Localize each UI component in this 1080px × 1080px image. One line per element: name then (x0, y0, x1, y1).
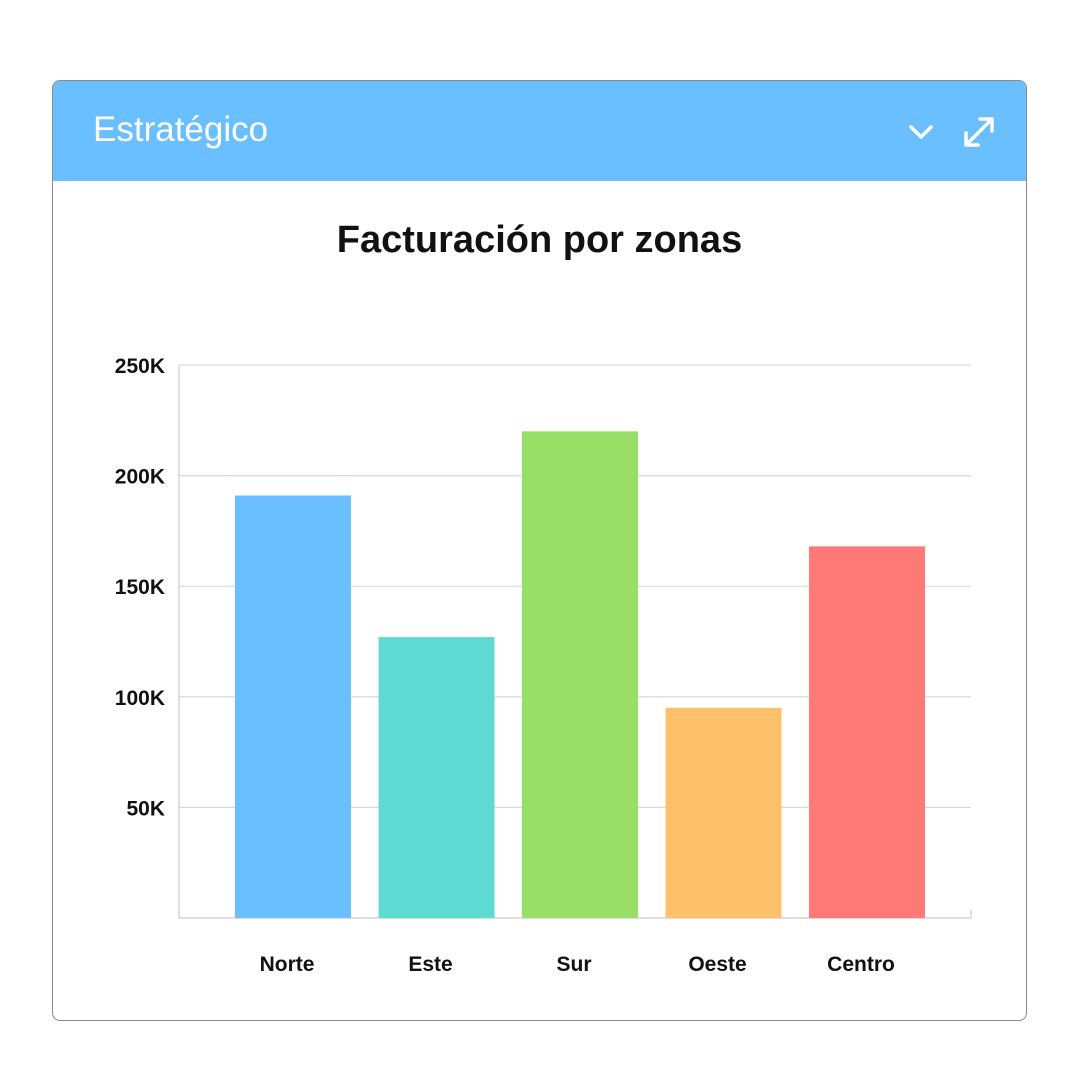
x-tick-label: Oeste (688, 953, 746, 976)
x-tick-label: Sur (556, 953, 591, 976)
x-tick-label: Este (408, 953, 452, 976)
bar-oeste[interactable] (665, 707, 782, 918)
x-tick-label: Norte (260, 953, 315, 976)
x-tick-label: Centro (827, 953, 895, 976)
bar-este[interactable] (378, 637, 495, 918)
y-tick-label: 50K (126, 797, 165, 820)
bar-norte[interactable] (235, 495, 351, 918)
y-tick-label: 200K (115, 466, 165, 489)
tick-labels: 50K 100K 150K 200K 250K Norte Este Sur Oeste Cent… (115, 355, 895, 976)
bars (235, 431, 925, 918)
card-title: Estratégico (93, 110, 269, 149)
chevron-down-icon[interactable] (903, 114, 939, 150)
card-header: Estratégico (53, 81, 1026, 181)
y-tick-label: 150K (115, 576, 165, 599)
bar-centro[interactable] (809, 546, 925, 918)
y-tick-label: 250K (115, 355, 165, 378)
chart-title: Facturación por zonas (336, 219, 743, 261)
bar-sur[interactable] (522, 431, 638, 918)
y-tick-label: 100K (115, 687, 165, 710)
expand-arrows-icon[interactable] (961, 114, 997, 150)
